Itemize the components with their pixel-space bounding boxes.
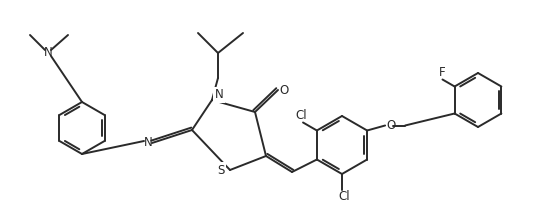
Text: Cl: Cl	[338, 191, 350, 203]
Text: O: O	[279, 83, 289, 97]
Text: N: N	[43, 47, 52, 59]
Text: N: N	[143, 136, 152, 150]
Text: F: F	[439, 66, 446, 79]
Text: Cl: Cl	[295, 109, 307, 122]
Text: O: O	[386, 119, 396, 132]
Text: S: S	[217, 163, 225, 177]
Text: N: N	[215, 88, 224, 102]
